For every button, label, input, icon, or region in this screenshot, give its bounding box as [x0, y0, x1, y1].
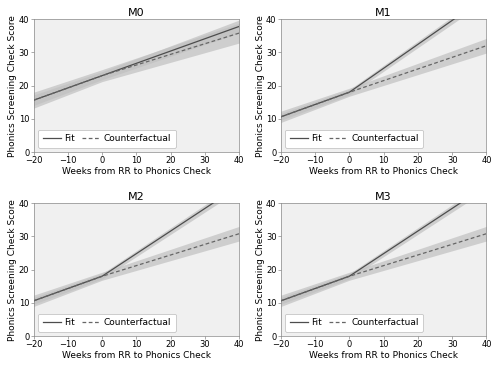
X-axis label: Weeks from RR to Phonics Check: Weeks from RR to Phonics Check	[309, 351, 458, 360]
Y-axis label: Phonics Screening Check Score: Phonics Screening Check Score	[256, 199, 264, 340]
Y-axis label: Phonics Screening Check Score: Phonics Screening Check Score	[256, 15, 264, 156]
Legend: Fit, Counterfactual: Fit, Counterfactual	[286, 314, 423, 332]
Title: M1: M1	[376, 8, 392, 18]
Title: M2: M2	[128, 192, 144, 202]
X-axis label: Weeks from RR to Phonics Check: Weeks from RR to Phonics Check	[62, 167, 211, 176]
Title: M3: M3	[376, 192, 392, 202]
Y-axis label: Phonics Screening Check Score: Phonics Screening Check Score	[8, 199, 18, 340]
X-axis label: Weeks from RR to Phonics Check: Weeks from RR to Phonics Check	[309, 167, 458, 176]
X-axis label: Weeks from RR to Phonics Check: Weeks from RR to Phonics Check	[62, 351, 211, 360]
Legend: Fit, Counterfactual: Fit, Counterfactual	[38, 314, 176, 332]
Title: M0: M0	[128, 8, 144, 18]
Legend: Fit, Counterfactual: Fit, Counterfactual	[38, 130, 176, 148]
Y-axis label: Phonics Screening Check Score: Phonics Screening Check Score	[8, 15, 18, 156]
Legend: Fit, Counterfactual: Fit, Counterfactual	[286, 130, 423, 148]
